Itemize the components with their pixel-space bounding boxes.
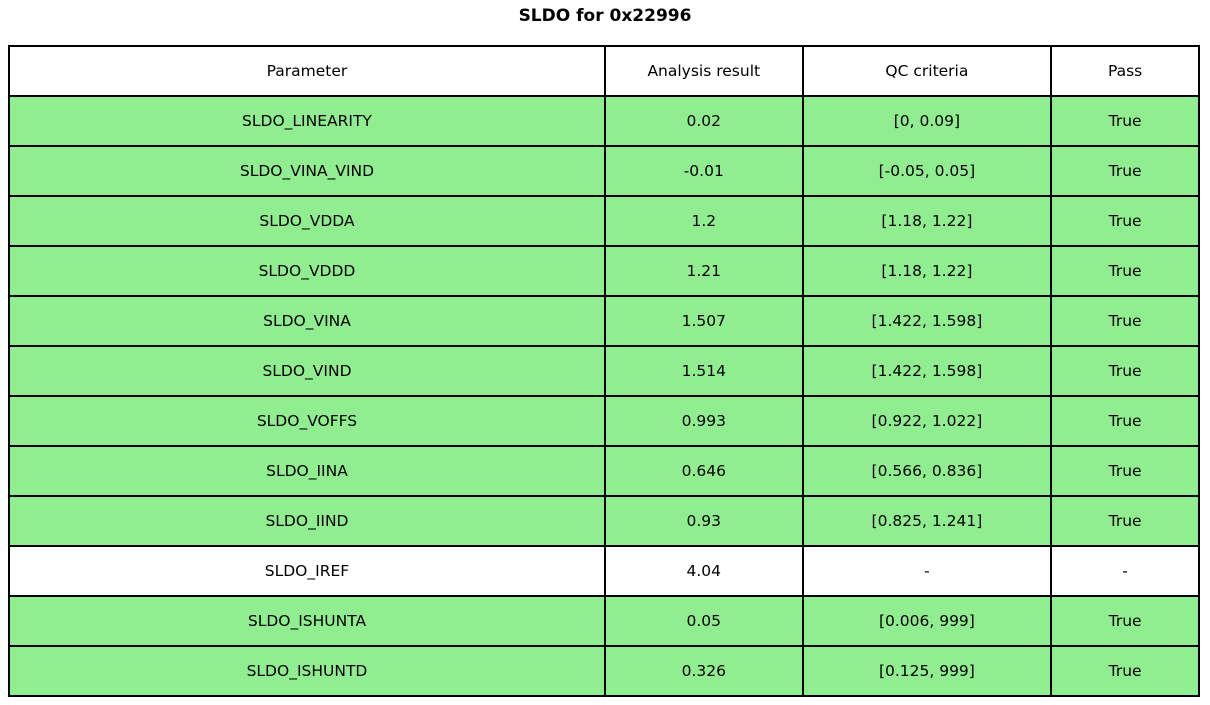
pass-cell: True [1050,445,1200,497]
table-row: SLDO_VINA_VIND -0.01 [-0.05, 0.05] True [8,145,1200,197]
qc-criteria-cell: - [801,545,1053,597]
table-body: SLDO_LINEARITY 0.02 [0, 0.09] True SLDO_VINA… [8,95,1200,697]
analysis-result-cell: -0.01 [603,145,804,197]
qc-criteria-cell: [1.18, 1.22] [801,245,1053,297]
table-row: SLDO_VOFFS 0.993 [0.922, 1.022] True [8,395,1200,447]
pass-cell: True [1050,345,1200,397]
qc-criteria-cell: [0.006, 999] [801,595,1053,647]
qc-criteria-cell: [-0.05, 0.05] [801,145,1053,197]
analysis-result-cell: 1.21 [603,245,804,297]
analysis-result-cell: 1.2 [603,195,804,247]
parameter-cell: SLDO_VIND [8,345,606,397]
qc-criteria-cell: [0.566, 0.836] [801,445,1053,497]
analysis-result-cell: 0.02 [603,95,804,147]
parameter-cell: SLDO_VOFFS [8,395,606,447]
parameter-cell: SLDO_LINEARITY [8,95,606,147]
parameter-cell: SLDO_VINA [8,295,606,347]
analysis-result-cell: 4.04 [603,545,804,597]
pass-cell: True [1050,595,1200,647]
header-row: Parameter Analysis result QC criteria Pa… [8,45,1200,97]
pass-cell: True [1050,395,1200,447]
table-row: SLDO_IINA 0.646 [0.566, 0.836] True [8,445,1200,497]
analysis-result-cell: 0.93 [603,495,804,547]
qc-criteria-cell: [0, 0.09] [801,95,1053,147]
qc-table: Parameter Analysis result QC criteria Pa… [8,45,1200,697]
pass-cell: True [1050,245,1200,297]
pass-cell: True [1050,195,1200,247]
parameter-cell: SLDO_VDDD [8,245,606,297]
parameter-cell: SLDO_VINA_VIND [8,145,606,197]
qc-criteria-cell: [0.825, 1.241] [801,495,1053,547]
pass-cell: - [1050,545,1200,597]
table-row: SLDO_VDDD 1.21 [1.18, 1.22] True [8,245,1200,297]
parameter-cell: SLDO_IREF [8,545,606,597]
table-row: SLDO_IIND 0.93 [0.825, 1.241] True [8,495,1200,547]
table-row: SLDO_ISHUNTD 0.326 [0.125, 999] True [8,645,1200,697]
analysis-result-cell: 1.514 [603,345,804,397]
figure-title: SLDO for 0x22996 [518,6,692,26]
analysis-result-cell: 0.05 [603,595,804,647]
table-row: SLDO_VINA 1.507 [1.422, 1.598] True [8,295,1200,347]
table-row: SLDO_ISHUNTA 0.05 [0.006, 999] True [8,595,1200,647]
analysis-result-cell: 0.646 [603,445,804,497]
pass-cell: True [1050,95,1200,147]
parameter-cell: SLDO_IINA [8,445,606,497]
analysis-result-cell: 1.507 [603,295,804,347]
pass-cell: True [1050,295,1200,347]
table-row: SLDO_LINEARITY 0.02 [0, 0.09] True [8,95,1200,147]
parameter-cell: SLDO_ISHUNTA [8,595,606,647]
parameter-cell: SLDO_IIND [8,495,606,547]
table-row: SLDO_IREF 4.04- - [8,545,1200,597]
pass-cell: True [1050,495,1200,547]
analysis-result-cell: 0.326 [603,645,804,697]
parameter-cell: SLDO_VDDA [8,195,606,247]
qc-criteria-cell: [1.422, 1.598] [801,345,1053,397]
table-row: SLDO_VDDA 1.2 [1.18, 1.22] True [8,195,1200,247]
analysis-result-cell: 0.993 [603,395,804,447]
qc-criteria-cell: [0.922, 1.022] [801,395,1053,447]
parameter-cell: SLDO_ISHUNTD [8,645,606,697]
col-header-parameter: Parameter [8,45,606,97]
col-header-pass: Pass [1050,45,1200,97]
qc-criteria-cell: [1.18, 1.22] [801,195,1053,247]
pass-cell: True [1050,645,1200,697]
col-header-analysis-result: Analysis result [603,45,804,97]
col-header-qc-criteria: QC criteria [801,45,1053,97]
table-row: SLDO_VIND 1.514 [1.422, 1.598] True [8,345,1200,397]
pass-cell: True [1050,145,1200,197]
qc-criteria-cell: [0.125, 999] [801,645,1053,697]
qc-criteria-cell: [1.422, 1.598] [801,295,1053,347]
